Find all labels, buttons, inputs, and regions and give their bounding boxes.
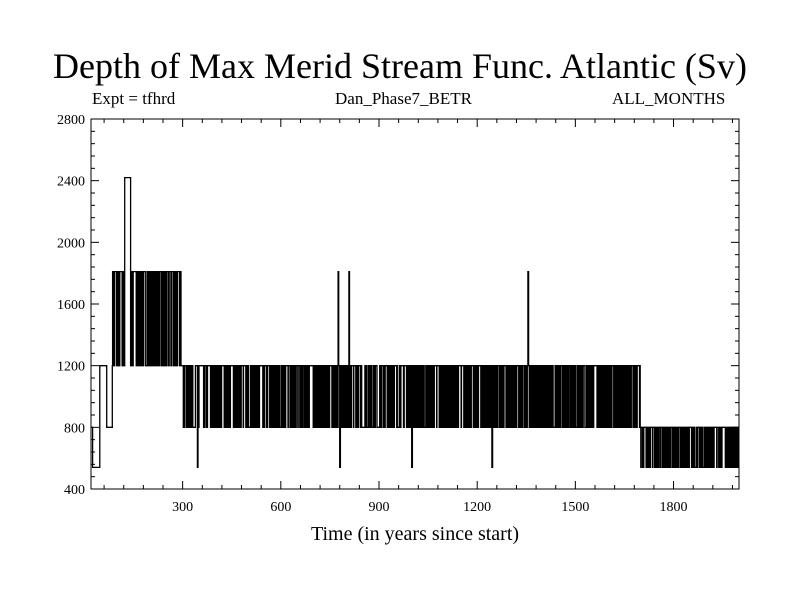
plot-frame [90,118,740,490]
x-tick-label: 1500 [561,500,589,515]
x-axis-label: Time (in years since start) [311,523,519,545]
x-tick-label: 600 [270,500,291,515]
x-tick-label: 300 [172,500,193,515]
series-line [91,176,740,469]
run-name-label: Dan_Phase7_BETR [335,89,472,108]
chart-title: Depth of Max Merid Stream Func. Atlantic… [53,46,747,86]
x-tick-label: 1800 [660,500,688,515]
months-label: ALL_MONTHS [612,89,726,108]
experiment-label: Expt = tfhrd [92,89,176,108]
y-tick-label: 1600 [57,298,85,313]
x-tick-label: 1200 [463,500,491,515]
y-tick-label: 2400 [57,175,85,190]
y-tick-label: 800 [64,421,85,436]
x-tick-label: 900 [369,500,390,515]
y-tick-label: 1200 [57,360,85,375]
y-tick-label: 2000 [57,236,85,251]
y-tick-label: 2800 [57,113,85,128]
y-tick-label: 400 [64,483,85,498]
